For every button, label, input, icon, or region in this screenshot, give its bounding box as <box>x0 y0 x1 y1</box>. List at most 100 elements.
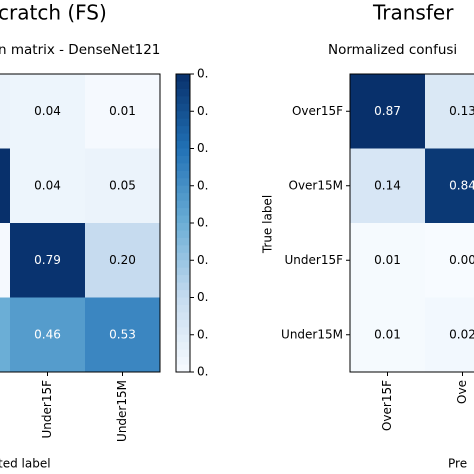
heatmap-cell <box>85 297 160 372</box>
x-tick-label: Under15M <box>115 380 129 442</box>
chart-subtitle: Normalized confusi <box>328 42 457 58</box>
colorbar-tick-label: 0. <box>197 104 208 118</box>
heatmap-cell <box>350 74 425 149</box>
colorbar-step <box>176 297 190 306</box>
colorbar-step <box>176 118 190 127</box>
colorbar-step <box>176 312 190 321</box>
heatmap-cell <box>85 74 160 149</box>
colorbar-step <box>176 148 190 157</box>
colorbar-step <box>176 208 190 217</box>
colorbar-step <box>176 215 190 224</box>
heatmap-cell <box>425 74 474 149</box>
colorbar-step <box>176 230 190 239</box>
colorbar-step <box>176 364 190 373</box>
heatmap-cell <box>425 223 474 298</box>
heatmap-cell <box>350 223 425 298</box>
colorbar-tick-label: 0. <box>197 253 208 267</box>
colorbar-step <box>176 103 190 112</box>
heatmap-cell <box>85 223 160 298</box>
chart-title: cratch (FS) <box>0 1 107 25</box>
heatmap-cell <box>10 148 85 223</box>
colorbar-step <box>176 349 190 358</box>
colorbar-step <box>176 141 190 149</box>
colorbar-step <box>176 74 190 82</box>
colorbar-step <box>176 267 190 276</box>
colorbar-step <box>176 327 190 336</box>
colorbar-step <box>176 193 190 202</box>
cell-label: 0.01 <box>109 104 136 118</box>
colorbar-step <box>176 178 190 187</box>
x-axis-label: ted label <box>0 457 51 471</box>
heatmap-cell <box>350 297 425 372</box>
cell-label: 0.87 <box>374 104 401 118</box>
colorbar-step <box>176 155 190 164</box>
colorbar-tick-label: 0. <box>197 67 208 81</box>
x-tick-label: Over15F <box>380 380 394 431</box>
cell-label: 0.46 <box>34 327 61 341</box>
colorbar-step <box>176 275 190 284</box>
heatmap-cell <box>10 297 85 372</box>
colorbar-tick-label: 0. <box>197 290 208 304</box>
x-axis-label: Pre <box>448 457 467 471</box>
heatmap-cell <box>0 223 10 298</box>
colorbar-step <box>176 319 190 328</box>
colorbar-step <box>176 96 190 105</box>
colorbar-step <box>176 334 190 343</box>
cell-label: 0.13 <box>449 104 474 118</box>
colorbar-step <box>176 170 190 179</box>
colorbar-step <box>176 126 190 135</box>
cell-label: 0.04 <box>34 104 61 118</box>
x-tick-label: Ove <box>455 380 469 404</box>
colorbar-step <box>176 111 190 120</box>
chart-subtitle: n matrix - DenseNet121 <box>0 42 160 58</box>
colorbar-step <box>176 357 190 366</box>
colorbar-step <box>176 237 190 246</box>
colorbar-step <box>176 252 190 261</box>
colorbar-step <box>176 304 190 313</box>
cell-label: 0.04 <box>34 178 61 192</box>
colorbar-step <box>176 245 190 254</box>
heatmap-cell <box>350 148 425 223</box>
colorbar-tick-label: 0. <box>197 141 208 155</box>
colorbar-step <box>176 260 190 269</box>
colorbar-step <box>176 81 190 90</box>
heatmap-cell <box>425 148 474 223</box>
colorbar-tick-label: 0. <box>197 365 208 379</box>
colorbar-step <box>176 88 190 97</box>
heatmap-cell <box>10 74 85 149</box>
heatmap-cell <box>10 223 85 298</box>
colorbar-tick-label: 0. <box>197 327 208 341</box>
heatmap-cell <box>0 148 10 223</box>
cell-label: 0.05 <box>109 178 136 192</box>
cell-label: 0.01 <box>374 327 401 341</box>
colorbar-step <box>176 342 190 351</box>
heatmap-cell <box>0 297 10 372</box>
y-tick-label: Over15F <box>292 104 343 118</box>
colorbar-step <box>176 290 190 298</box>
cell-label: 0.02 <box>449 327 474 341</box>
cell-label: 0.00 <box>449 253 474 267</box>
cell-label: 0.01 <box>374 253 401 267</box>
colorbar-tick-label: 0. <box>197 178 208 192</box>
colorbar-tick-label: 0. <box>197 216 208 230</box>
y-tick-label: Under15F <box>285 253 344 267</box>
heatmap-cell <box>85 148 160 223</box>
cell-label: 0.84 <box>449 178 474 192</box>
colorbar-step <box>176 185 190 194</box>
cell-label: 0.53 <box>109 327 136 341</box>
x-tick-label: Under15F <box>40 380 54 439</box>
heatmap-cell <box>0 74 10 149</box>
colorbar-step <box>176 200 190 209</box>
colorbar-step <box>176 282 190 291</box>
cell-label: 0.20 <box>109 253 136 267</box>
chart-title: Transfer <box>372 1 454 25</box>
y-tick-label: Under15M <box>281 327 343 341</box>
colorbar-step <box>176 133 190 142</box>
colorbar-step <box>176 223 190 231</box>
cell-label: 0.14 <box>374 178 401 192</box>
y-tick-label: Over15M <box>289 178 344 192</box>
y-axis-label: True label <box>261 195 275 254</box>
plot-frame <box>349 73 474 373</box>
colorbar-step <box>176 163 190 172</box>
